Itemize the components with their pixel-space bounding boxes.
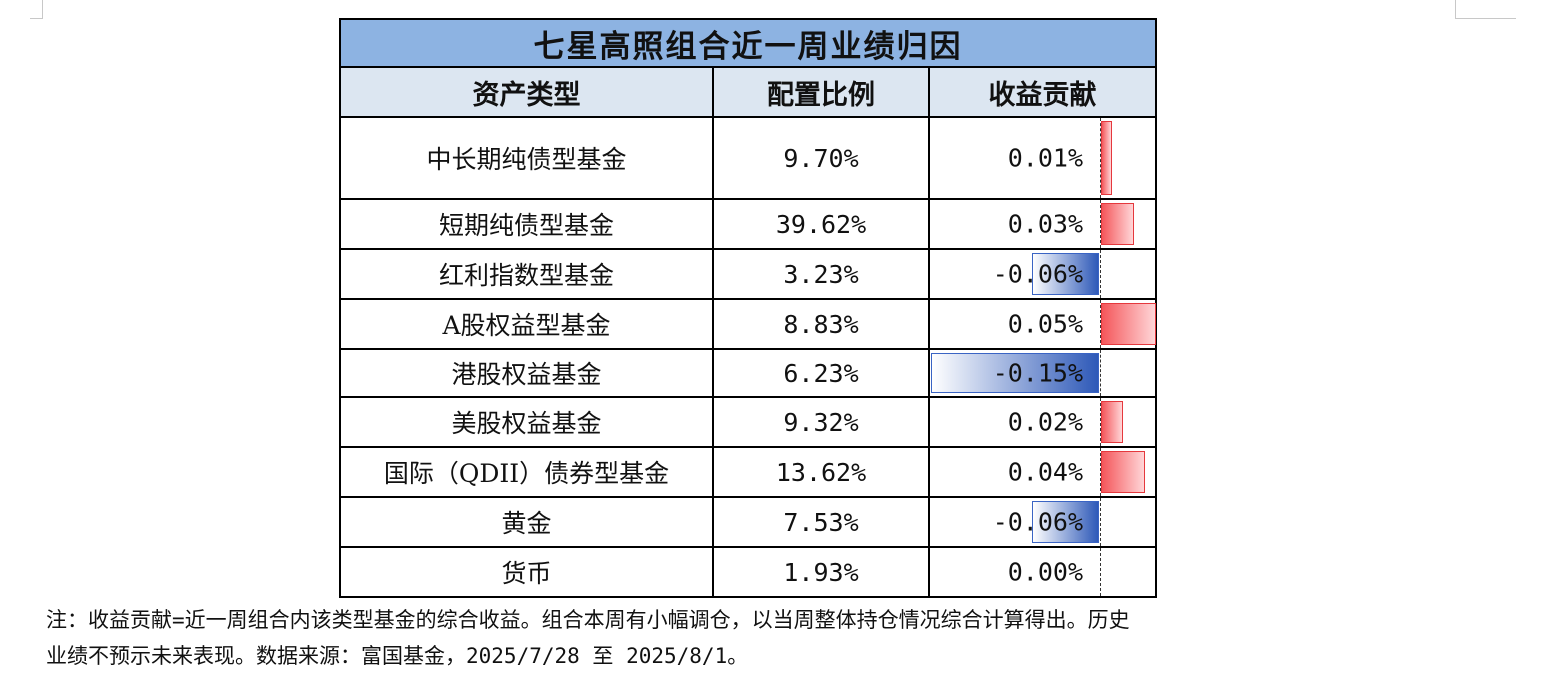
contribution-databar: 0.05% xyxy=(930,300,1156,348)
table-row: 短期纯债型基金 39.62% 0.03% xyxy=(341,200,1155,250)
contribution-cell: 0.05% xyxy=(930,300,1156,348)
table-header-row: 资产类型 配置比例 收益贡献 xyxy=(341,68,1155,118)
contribution-value: 0.05% xyxy=(1007,309,1083,339)
negative-contribution-bar xyxy=(1031,253,1099,295)
page-corner-mark-right xyxy=(1455,0,1516,19)
allocation-cell: 9.32% xyxy=(714,398,930,446)
positive-contribution-bar xyxy=(1101,203,1134,245)
contribution-cell: 0.03% xyxy=(930,200,1155,248)
contribution-value: 0.00% xyxy=(1007,557,1083,587)
header-asset-type: 资产类型 xyxy=(341,68,714,116)
allocation-cell: 13.62% xyxy=(714,448,930,496)
table-row: 港股权益基金 6.23% -0.15% xyxy=(341,350,1155,398)
allocation-cell: 3.23% xyxy=(714,250,930,298)
footnote: 注：收益贡献=近一周组合内该类型基金的综合收益。组合本周有小幅调仓，以当周整体持… xyxy=(46,602,1486,674)
positive-contribution-bar xyxy=(1101,451,1145,493)
contribution-databar: -0.06% xyxy=(930,250,1155,298)
contribution-databar: -0.06% xyxy=(930,498,1155,546)
contribution-databar: -0.15% xyxy=(930,350,1155,396)
contribution-value: 0.04% xyxy=(1007,457,1083,487)
header-allocation: 配置比例 xyxy=(714,68,930,116)
header-contribution: 收益贡献 xyxy=(988,79,1097,111)
page-corner-mark-left xyxy=(30,0,43,19)
contribution-databar: 0.01% xyxy=(930,118,1155,198)
contribution-cell: -0.15% xyxy=(930,350,1155,396)
contribution-databar: 0.00% xyxy=(930,548,1155,596)
contribution-value: 0.03% xyxy=(1007,209,1083,239)
asset-type-cell: A股权益型基金 xyxy=(341,300,714,348)
footnote-line-2: 业绩不预示未来表现。数据来源：富国基金，2025/7/28 至 2025/8/1… xyxy=(46,644,749,668)
table-row: 红利指数型基金 3.23% -0.06% xyxy=(341,250,1155,300)
asset-type-cell: 货币 xyxy=(341,548,714,596)
positive-contribution-bar xyxy=(1101,401,1123,443)
asset-type-cell: 美股权益基金 xyxy=(341,398,714,446)
attribution-table: 七星高照组合近一周业绩归因 资产类型 配置比例 收益贡献 中长期纯债型基金 9.7… xyxy=(339,18,1157,598)
asset-type-cell: 黄金 xyxy=(341,498,714,546)
asset-type-cell: 短期纯债型基金 xyxy=(341,200,714,248)
contribution-cell: 0.02% xyxy=(930,398,1155,446)
positive-contribution-bar xyxy=(1101,303,1156,345)
contribution-cell: -0.06% xyxy=(930,498,1155,546)
contribution-cell: 0.01% xyxy=(930,118,1155,198)
table-title: 七星高照组合近一周业绩归因 xyxy=(341,20,1155,68)
contribution-databar: 0.03% xyxy=(930,200,1155,248)
allocation-cell: 9.70% xyxy=(714,118,930,198)
negative-contribution-bar xyxy=(1031,501,1099,543)
contribution-value: 0.01% xyxy=(1007,143,1083,173)
contribution-value: -0.15% xyxy=(992,358,1083,388)
asset-type-cell: 港股权益基金 xyxy=(341,350,714,396)
databar-axis xyxy=(1100,118,1101,198)
contribution-cell: 0.04% xyxy=(930,448,1155,496)
contribution-cell: 0.00% xyxy=(930,548,1155,596)
positive-contribution-bar xyxy=(1101,121,1112,195)
databar-axis xyxy=(1100,448,1101,496)
table-row: A股权益型基金 8.83% 0.05% xyxy=(341,300,1156,350)
databar-axis xyxy=(1100,498,1101,546)
asset-type-cell: 中长期纯债型基金 xyxy=(341,118,714,198)
allocation-cell: 6.23% xyxy=(714,350,930,396)
allocation-cell: 7.53% xyxy=(714,498,930,546)
footnote-line-1: 注：收益贡献=近一周组合内该类型基金的综合收益。组合本周有小幅调仓，以当周整体持… xyxy=(46,608,1130,632)
table-row: 美股权益基金 9.32% 0.02% xyxy=(341,398,1155,448)
contribution-value: -0.06% xyxy=(992,259,1083,289)
asset-type-cell: 国际（QDII）债券型基金 xyxy=(341,448,714,496)
databar-axis xyxy=(1100,398,1101,446)
contribution-value: 0.02% xyxy=(1007,407,1083,437)
contribution-cell: -0.06% xyxy=(930,250,1155,298)
table-row: 中长期纯债型基金 9.70% 0.01% xyxy=(341,118,1155,200)
allocation-cell: 8.83% xyxy=(714,300,930,348)
table-row: 黄金 7.53% -0.06% xyxy=(341,498,1155,548)
allocation-cell: 1.93% xyxy=(714,548,930,596)
table-body: 中长期纯债型基金 9.70% 0.01% 短期纯债型基金 39.62% 0.03% 红利指数… xyxy=(341,118,1156,596)
databar-axis xyxy=(1100,300,1101,348)
databar-axis xyxy=(1100,200,1101,248)
contribution-databar: 0.04% xyxy=(930,448,1155,496)
databar-axis xyxy=(1100,250,1101,298)
asset-type-cell: 红利指数型基金 xyxy=(341,250,714,298)
databar-axis xyxy=(1100,548,1101,596)
table-row: 货币 1.93% 0.00% xyxy=(341,548,1155,596)
negative-contribution-bar xyxy=(931,353,1099,393)
allocation-cell: 39.62% xyxy=(714,200,930,248)
contribution-databar: 0.02% xyxy=(930,398,1155,446)
table-row: 国际（QDII）债券型基金 13.62% 0.04% xyxy=(341,448,1155,498)
databar-axis xyxy=(1100,350,1101,396)
contribution-value: -0.06% xyxy=(992,507,1083,537)
